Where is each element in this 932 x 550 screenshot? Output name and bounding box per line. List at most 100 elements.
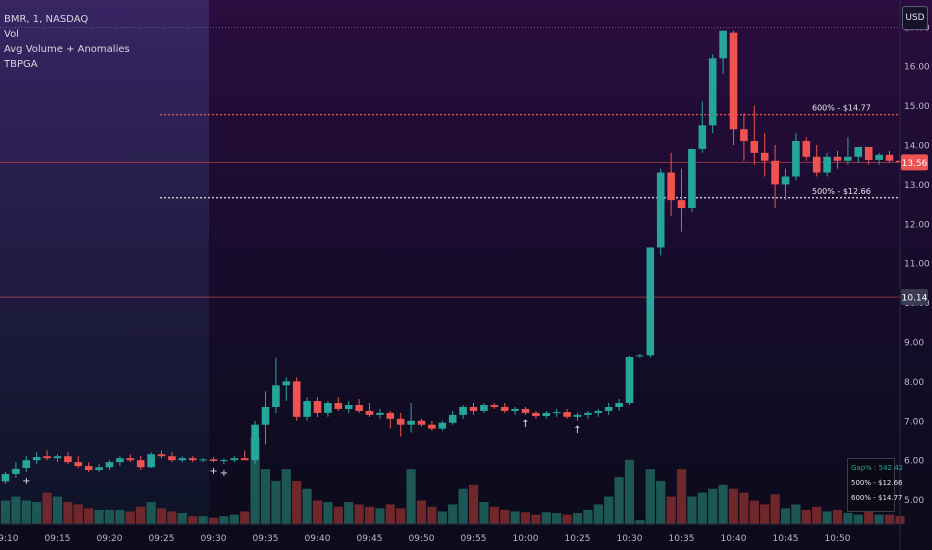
candle-body[interactable] [802, 141, 811, 157]
candle-body[interactable] [688, 148, 696, 209]
candle-body[interactable] [542, 412, 551, 417]
candle-body[interactable] [438, 422, 447, 429]
candle-body[interactable] [604, 406, 613, 411]
candle-body[interactable] [84, 466, 93, 471]
candle-body[interactable] [126, 458, 135, 461]
candle-body[interactable] [53, 456, 62, 459]
candle-body[interactable] [22, 460, 31, 469]
candle-body[interactable] [854, 146, 863, 157]
candle-body[interactable] [303, 401, 311, 417]
candle-body[interactable] [625, 356, 634, 404]
candle-body[interactable] [875, 154, 883, 160]
candle-body[interactable] [272, 385, 280, 407]
volume-bar [541, 512, 551, 524]
candle-body[interactable] [781, 176, 790, 185]
candle-body[interactable] [313, 401, 322, 413]
candle-body[interactable] [584, 412, 592, 415]
candle-body[interactable] [490, 405, 499, 407]
candle-body[interactable] [12, 468, 20, 474]
candle-body[interactable] [615, 403, 623, 407]
candle-body[interactable] [105, 462, 114, 468]
candle-body[interactable] [230, 458, 239, 461]
candle-body[interactable] [740, 129, 748, 142]
indicator-avg-volume[interactable]: Avg Volume + Anomalies [4, 44, 130, 55]
candle-body[interactable] [376, 412, 384, 415]
candle-body[interactable] [407, 420, 415, 425]
candle-body[interactable] [750, 141, 759, 153]
candle-body[interactable] [792, 141, 800, 177]
candle-body[interactable] [500, 406, 509, 411]
candle-body[interactable] [636, 355, 644, 357]
candle-body[interactable] [64, 456, 72, 463]
gap-percent: Gap% : 542.42 [851, 464, 904, 472]
candle-body[interactable] [168, 456, 176, 461]
candle-body[interactable] [729, 32, 738, 130]
candle-body[interactable] [396, 418, 405, 425]
candle-body[interactable] [261, 406, 270, 425]
candle-body[interactable] [812, 156, 821, 173]
candle-body[interactable] [656, 172, 665, 248]
candle-body[interactable] [646, 247, 655, 356]
candle-body[interactable] [240, 458, 249, 461]
chart-legend: BMR, 1, NASDAQ Vol Avg Volume + Anomalie… [4, 12, 130, 72]
volume-bar [791, 504, 801, 524]
candle-body[interactable] [459, 406, 467, 415]
candle-body[interactable] [188, 458, 197, 461]
candle-body[interactable] [448, 414, 457, 423]
candle-body[interactable] [760, 152, 769, 161]
candle-body[interactable] [417, 420, 426, 425]
candle-body[interactable] [480, 405, 488, 411]
candle-body[interactable] [292, 381, 301, 417]
candle-body[interactable] [594, 410, 603, 413]
candle-body[interactable] [344, 405, 353, 409]
candle-body[interactable] [708, 58, 717, 126]
candle-body[interactable] [552, 412, 561, 414]
candle-body[interactable] [823, 156, 831, 173]
candle-body[interactable] [32, 457, 41, 461]
candle-body[interactable] [1, 473, 10, 482]
candle-body[interactable] [386, 412, 395, 419]
candle-body[interactable] [74, 462, 83, 467]
candle-body[interactable] [844, 156, 852, 161]
currency-button[interactable]: USD [902, 6, 928, 30]
candle-body[interactable] [719, 30, 727, 59]
candle-body[interactable] [136, 460, 145, 468]
candle-body[interactable] [43, 456, 51, 459]
candle-body[interactable] [116, 458, 124, 463]
candle-body[interactable] [251, 424, 259, 461]
candle-body[interactable] [334, 403, 343, 409]
candle-body[interactable] [667, 172, 675, 201]
volume-bar [427, 506, 437, 524]
indicator-tbpga[interactable]: TBPGA [4, 59, 38, 70]
candle-body[interactable] [199, 459, 207, 461]
volume-bar [676, 469, 687, 524]
symbol-title[interactable]: BMR, 1, NASDAQ [4, 14, 89, 25]
candle-body[interactable] [833, 156, 842, 161]
candle-body[interactable] [365, 410, 374, 415]
volume-bar [448, 504, 458, 524]
candle-body[interactable] [95, 467, 103, 471]
candle-body[interactable] [157, 454, 166, 457]
candle-body[interactable] [563, 412, 571, 417]
candle-body[interactable] [469, 406, 478, 411]
candle-body[interactable] [178, 458, 187, 461]
candle-body[interactable] [698, 125, 707, 149]
candle-body[interactable] [885, 154, 894, 161]
candle-body[interactable] [282, 381, 291, 386]
candle-body[interactable] [355, 405, 363, 411]
candle-body[interactable] [511, 408, 519, 411]
candle-body[interactable] [147, 454, 155, 468]
candle-body[interactable] [771, 160, 779, 185]
indicator-vol[interactable]: Vol [4, 29, 19, 40]
candle-body[interactable] [532, 412, 540, 417]
candle-body[interactable] [209, 459, 218, 461]
candle-body[interactable] [324, 403, 332, 413]
candle-body[interactable] [521, 408, 530, 413]
candle-body[interactable] [677, 200, 686, 209]
candle-body[interactable] [220, 460, 228, 462]
candle-body[interactable] [864, 146, 873, 160]
candle-body[interactable] [428, 424, 436, 429]
candle-body[interactable] [573, 414, 582, 417]
